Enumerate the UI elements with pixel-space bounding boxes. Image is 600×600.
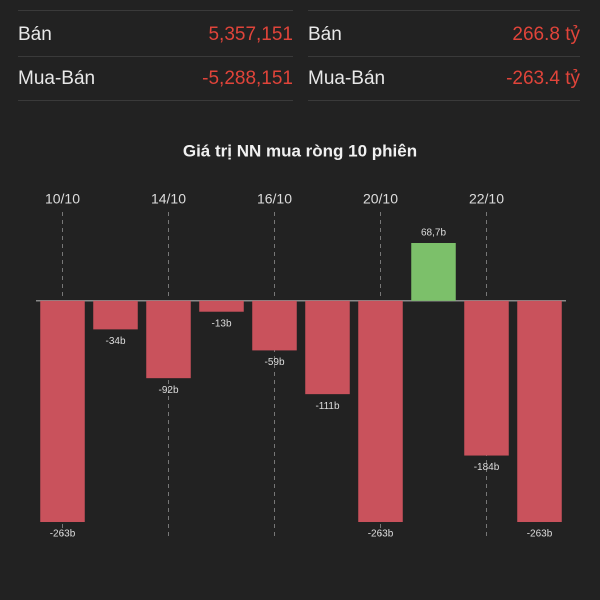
- table-column: Bán 266.8 tỷ Mua-Bán -263.4 tỷ: [308, 0, 580, 110]
- row-label: Bán: [308, 24, 342, 45]
- value-label: -34b: [105, 336, 125, 347]
- bar: [40, 300, 85, 522]
- x-tick-label: 20/10: [363, 191, 398, 207]
- row-label: Bán: [18, 24, 52, 45]
- table-row: [308, 0, 580, 11]
- value-label: -13b: [211, 318, 231, 329]
- value-label: -92b: [158, 385, 178, 396]
- value-label: -111b: [315, 401, 340, 412]
- bar: [411, 243, 456, 301]
- row-value: 5,357,151: [208, 24, 293, 45]
- bar: [93, 300, 138, 330]
- value-label: -263b: [368, 529, 394, 540]
- bar: [146, 300, 191, 379]
- value-label: 68,7b: [421, 228, 446, 239]
- x-tick-label: 10/10: [45, 191, 80, 207]
- table-row: Bán 5,357,151: [18, 12, 293, 57]
- table-row: Mua-Bán -5,288,151: [18, 56, 293, 101]
- bar: [199, 300, 244, 312]
- bar: [305, 300, 350, 395]
- chart-title: Giá trị NN mua ròng 10 phiên: [183, 141, 417, 160]
- bar: [517, 300, 562, 522]
- value-label: -263b: [50, 529, 76, 540]
- value-label: -59b: [264, 357, 284, 368]
- row-label: Mua-Bán: [308, 68, 386, 89]
- row-value: -5,288,151: [202, 68, 293, 89]
- row-value: -263.4 tỷ: [506, 68, 580, 89]
- value-label: -263b: [527, 529, 553, 540]
- row-value: 266.8 tỷ: [512, 24, 580, 45]
- chart: Giá trị NN mua ròng 10 phiên 10/10 14/10 1…: [36, 141, 566, 540]
- table-row: Mua-Bán -263.4 tỷ: [308, 56, 580, 101]
- bar: [252, 300, 297, 351]
- table-row: [18, 0, 293, 11]
- table-column: Bán 5,357,151 Mua-Bán -5,288,151: [18, 0, 293, 110]
- value-label: -184b: [474, 462, 500, 473]
- table-row: Bán 266.8 tỷ: [308, 12, 580, 57]
- x-tick-label: 14/10: [151, 191, 186, 207]
- x-tick-label: 22/10: [469, 191, 504, 207]
- summary-table: Bán 5,357,151 Mua-Bán -5,288,151 Bán 266…: [0, 0, 600, 110]
- x-tick-label: 16/10: [257, 191, 292, 207]
- row-label: Mua-Bán: [18, 68, 96, 89]
- bar: [464, 300, 509, 456]
- bar: [358, 300, 403, 522]
